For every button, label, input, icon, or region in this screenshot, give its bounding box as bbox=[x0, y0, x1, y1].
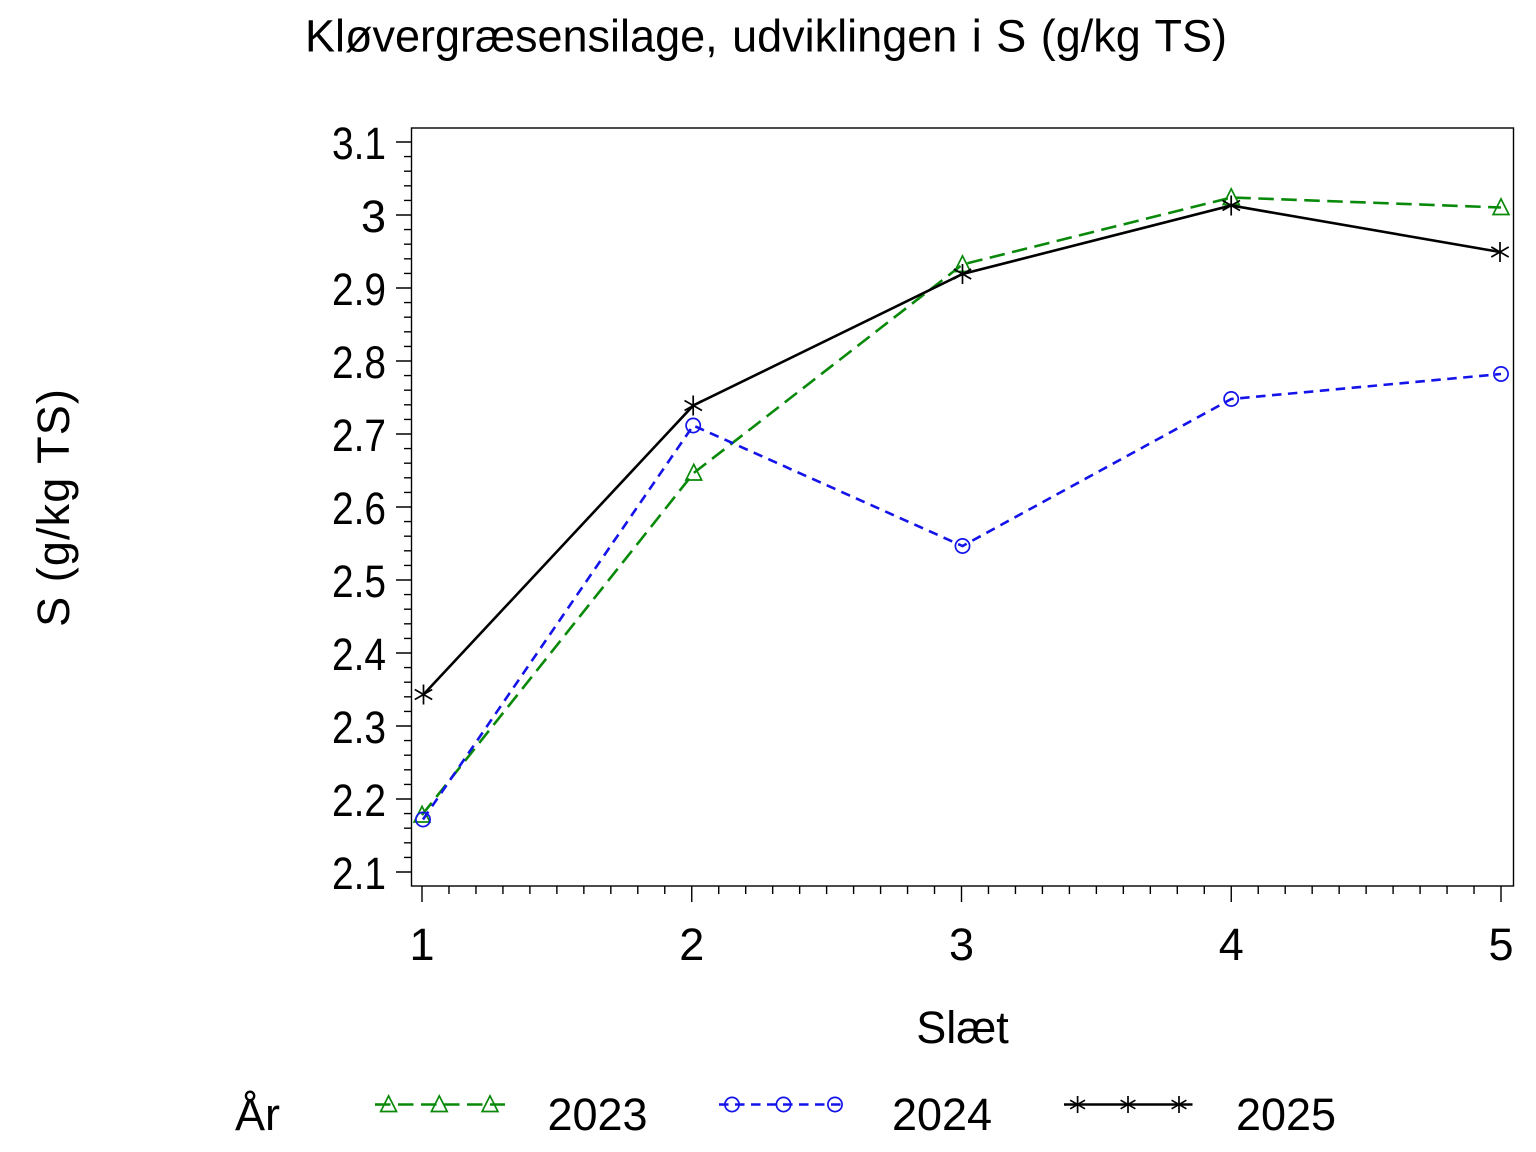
svg-text:2025: 2025 bbox=[1236, 1089, 1336, 1140]
svg-text:3: 3 bbox=[361, 191, 386, 242]
svg-text:2024: 2024 bbox=[892, 1089, 992, 1140]
svg-text:2.5: 2.5 bbox=[332, 556, 386, 607]
svg-text:2023: 2023 bbox=[547, 1089, 647, 1140]
svg-text:2.9: 2.9 bbox=[332, 264, 386, 315]
svg-text:2.8: 2.8 bbox=[332, 337, 386, 388]
svg-text:Kløvergræsensilage, udviklinge: Kløvergræsensilage, udviklingen i S (g/k… bbox=[305, 11, 1227, 62]
svg-text:År: År bbox=[235, 1089, 280, 1140]
svg-text:1: 1 bbox=[409, 919, 434, 970]
svg-text:2: 2 bbox=[679, 919, 704, 970]
svg-text:4: 4 bbox=[1219, 919, 1244, 970]
svg-text:2.4: 2.4 bbox=[332, 629, 386, 680]
svg-text:5: 5 bbox=[1488, 919, 1513, 970]
svg-text:2.3: 2.3 bbox=[332, 702, 386, 753]
svg-text:Slæt: Slæt bbox=[916, 1002, 1009, 1053]
svg-text:3: 3 bbox=[949, 919, 974, 970]
svg-text:3.1: 3.1 bbox=[332, 118, 386, 169]
svg-text:2.2: 2.2 bbox=[332, 775, 386, 826]
svg-text:2.6: 2.6 bbox=[332, 483, 386, 534]
svg-text:2.7: 2.7 bbox=[332, 410, 386, 461]
svg-text:2.1: 2.1 bbox=[332, 848, 386, 899]
svg-text:S (g/kg TS): S (g/kg TS) bbox=[28, 388, 79, 627]
